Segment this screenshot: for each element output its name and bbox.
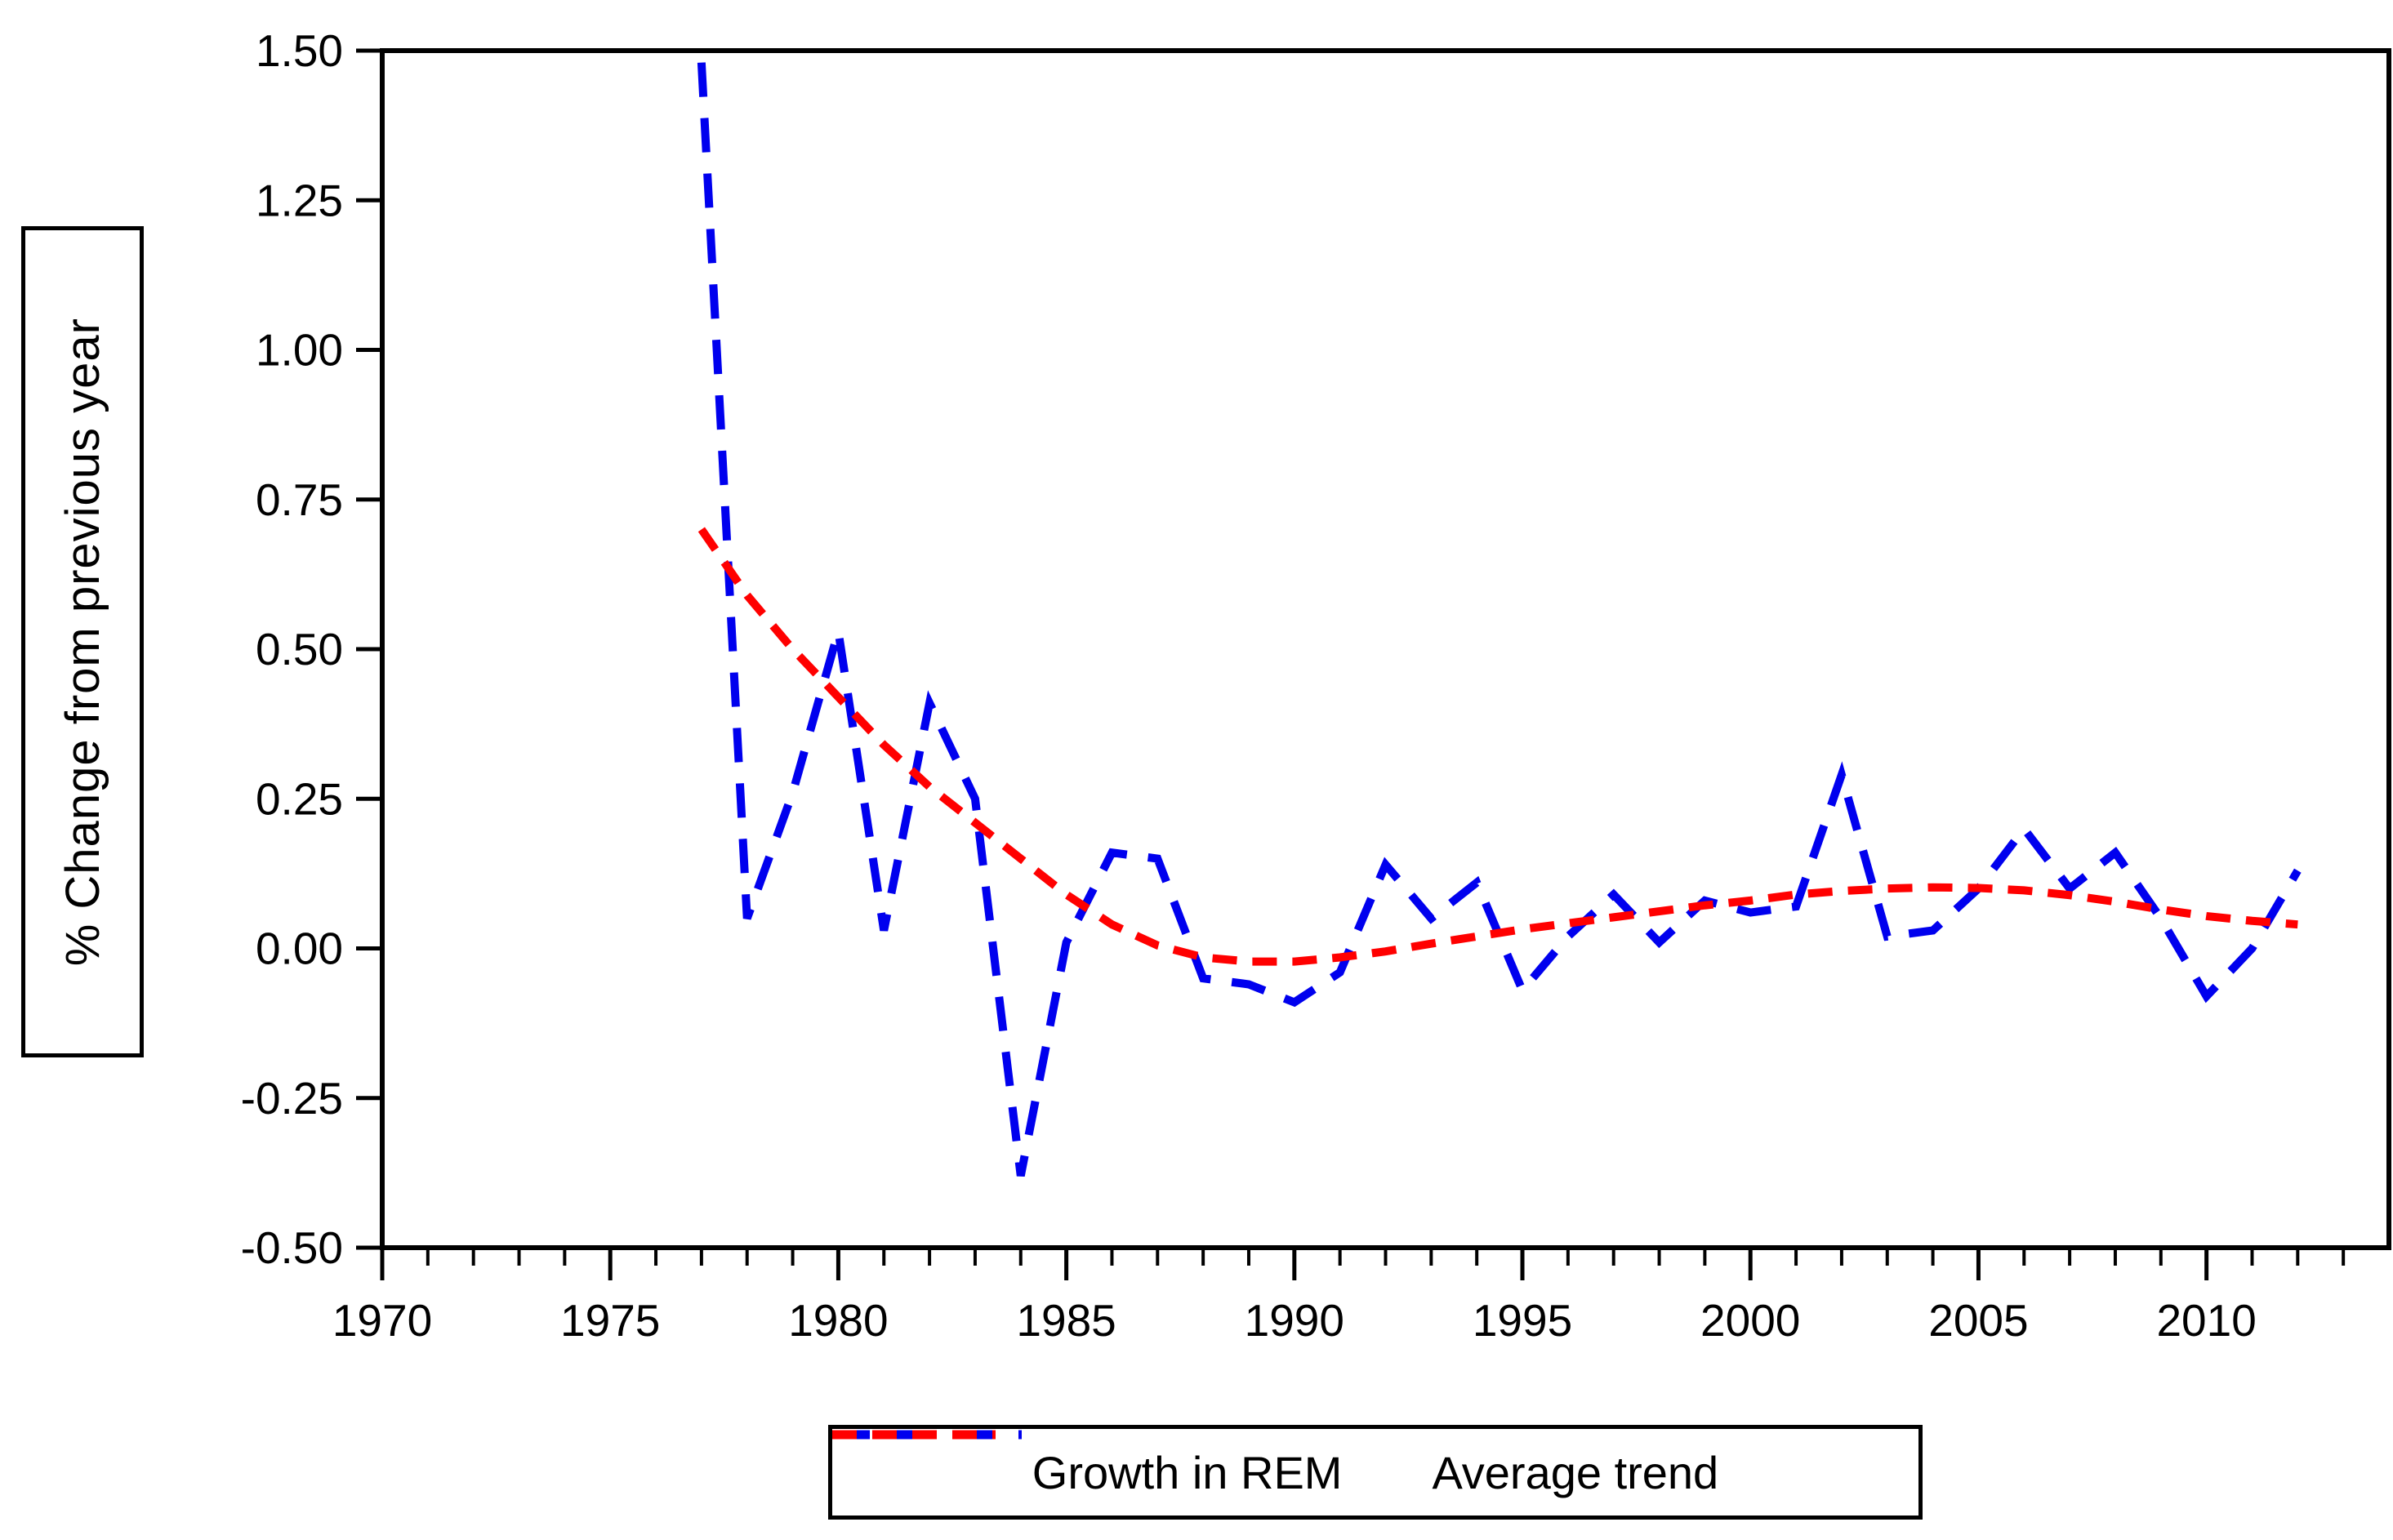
x-axis-tick-label: 2010 xyxy=(2156,1295,2256,1346)
legend-label-average-trend: Average trend xyxy=(1432,1446,1719,1498)
y-axis-tick-label: 1.00 xyxy=(256,325,343,376)
y-axis-tick-label: 0.25 xyxy=(256,773,343,824)
y-axis-title-box: % Change from previous year xyxy=(21,226,144,1057)
legend-dash-sample-red-icon xyxy=(832,1430,996,1440)
legend: Growth in REM Average trend xyxy=(828,1425,1923,1520)
legend-item-growth-rem: Growth in REM xyxy=(832,1430,1343,1499)
y-axis-tick-label: 0.50 xyxy=(256,624,343,674)
y-axis-tick-label: 0.00 xyxy=(256,924,343,974)
x-axis-tick-label: 2000 xyxy=(1700,1295,1800,1346)
x-axis-tick-label: 1985 xyxy=(1016,1295,1116,1346)
plot-border xyxy=(380,48,2391,1250)
x-axis-tick-label: 1980 xyxy=(788,1295,888,1346)
x-axis-tick-label: 1990 xyxy=(1245,1295,1344,1346)
y-axis-tick-label: -0.25 xyxy=(241,1073,343,1124)
y-axis-tick-label: 1.50 xyxy=(256,25,343,76)
x-axis-tick-label: 1995 xyxy=(1473,1295,1572,1346)
y-axis-tick-label: -0.50 xyxy=(241,1222,343,1273)
series-line-average-trend xyxy=(697,527,2298,966)
x-axis-tick-label: 1975 xyxy=(560,1295,660,1346)
legend-item-average-trend: Average trend xyxy=(832,1430,1719,1499)
series-line-growth-in-rem xyxy=(697,62,2302,1177)
legend-label-growth-rem: Growth in REM xyxy=(1032,1446,1343,1498)
x-axis-tick-label: 2005 xyxy=(1928,1295,2028,1346)
y-axis-tick-label: 1.25 xyxy=(256,175,343,225)
y-axis-tick-label: 0.75 xyxy=(256,474,343,525)
y-axis-title: % Change from previous year xyxy=(56,317,109,967)
x-axis-tick-label: 1970 xyxy=(332,1295,432,1346)
